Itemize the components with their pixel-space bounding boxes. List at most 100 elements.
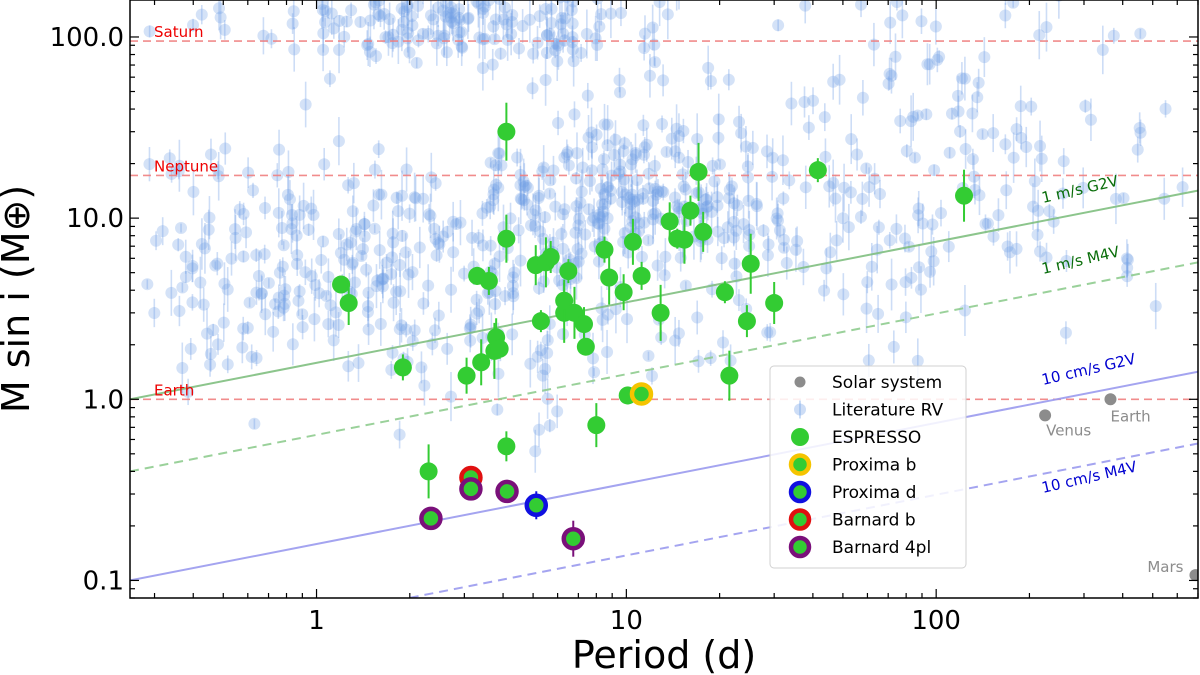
literature-rv-point bbox=[958, 304, 971, 317]
literature-rv-point bbox=[592, 208, 605, 221]
literature-rv-point bbox=[355, 250, 368, 263]
literature-rv-point bbox=[406, 266, 419, 279]
literature-rv-point bbox=[609, 303, 622, 316]
literature-rv-point bbox=[371, 274, 384, 287]
literature-rv-point bbox=[900, 144, 913, 157]
literature-rv-point bbox=[609, 133, 622, 146]
literature-rv-point bbox=[281, 188, 294, 201]
literature-rv-point bbox=[1060, 255, 1073, 268]
literature-rv-point bbox=[557, 208, 570, 221]
literature-rv-point bbox=[487, 183, 500, 196]
literature-rv-point bbox=[395, 23, 408, 36]
literature-rv-point bbox=[262, 277, 275, 290]
literature-rv-point bbox=[771, 207, 784, 220]
literature-rv-point bbox=[596, 163, 609, 176]
literature-rv-point bbox=[700, 201, 713, 214]
literature-rv-point bbox=[217, 316, 230, 329]
literature-rv-point bbox=[818, 111, 831, 124]
literature-rv-point bbox=[861, 276, 874, 289]
literature-rv-point bbox=[229, 223, 242, 236]
literature-rv-point bbox=[504, 212, 517, 225]
literature-rv-point bbox=[1121, 270, 1134, 283]
literature-rv-point bbox=[966, 153, 979, 166]
literature-rv-point bbox=[636, 187, 649, 200]
literature-rv-point bbox=[945, 107, 958, 120]
literature-rv-point bbox=[1120, 252, 1133, 265]
literature-rv-point bbox=[1003, 246, 1016, 259]
literature-rv-point bbox=[179, 270, 192, 283]
literature-rv-point bbox=[585, 126, 598, 139]
literature-rv-point bbox=[458, 267, 471, 280]
literature-rv-point bbox=[999, 138, 1012, 151]
espresso-point bbox=[497, 122, 516, 141]
literature-rv-point bbox=[1133, 121, 1146, 134]
literature-rv-point bbox=[570, 147, 583, 160]
literature-rv-point bbox=[691, 311, 704, 324]
literature-rv-point bbox=[387, 28, 400, 41]
literature-rv-point bbox=[971, 91, 984, 104]
literature-rv-point bbox=[862, 354, 875, 367]
literature-rv-point bbox=[915, 15, 928, 28]
literature-rv-point bbox=[490, 178, 503, 191]
literature-rv-point bbox=[356, 243, 369, 256]
literature-rv-point bbox=[374, 10, 387, 23]
literature-rv-point bbox=[385, 268, 398, 281]
literature-rv-point bbox=[566, 35, 579, 48]
literature-rv-point bbox=[973, 189, 986, 202]
literature-rv-point bbox=[899, 276, 912, 289]
reference-lines bbox=[130, 40, 1198, 598]
literature-rv-point bbox=[500, 18, 513, 31]
literature-rv-point bbox=[833, 73, 846, 86]
literature-rv-point bbox=[1149, 300, 1162, 313]
literature-rv-point bbox=[924, 265, 937, 278]
literature-rv-point bbox=[390, 285, 403, 298]
literature-rv-point bbox=[194, 276, 207, 289]
literature-rv-point bbox=[612, 167, 625, 180]
literature-rv-point bbox=[375, 188, 388, 201]
literature-rv-point bbox=[488, 33, 501, 46]
literature-rv-point bbox=[844, 186, 857, 199]
legend-marker-literature-rv bbox=[794, 403, 806, 416]
literature-rv-point bbox=[1096, 43, 1109, 56]
literature-rv-point bbox=[472, 0, 485, 10]
literature-rv-point bbox=[514, 179, 527, 192]
literature-rv-point bbox=[532, 192, 545, 205]
literature-rv-point bbox=[390, 191, 403, 204]
literature-rv-point bbox=[739, 140, 752, 153]
literature-rv-point bbox=[373, 244, 386, 257]
literature-rv-point bbox=[464, 321, 477, 334]
literature-rv-point bbox=[1057, 155, 1070, 168]
literature-rv-point bbox=[269, 298, 282, 311]
legend-marker-espresso bbox=[791, 428, 809, 446]
literature-rv-point bbox=[911, 354, 924, 367]
literature-rv-point bbox=[236, 341, 249, 354]
literature-rv-point bbox=[347, 177, 360, 190]
literature-rv-point bbox=[386, 346, 399, 359]
literature-rv-point bbox=[531, 350, 544, 363]
literature-rv-point bbox=[408, 324, 421, 337]
literature-rv-point bbox=[613, 158, 626, 171]
literature-rv-point bbox=[711, 191, 724, 204]
y-tick-label: 0.1 bbox=[83, 566, 124, 596]
literature-rv-point bbox=[447, 215, 460, 228]
literature-rv-point bbox=[643, 69, 656, 82]
literature-rv-point bbox=[712, 131, 725, 144]
literature-rv-point bbox=[361, 306, 374, 319]
literature-rv-point bbox=[233, 203, 246, 216]
literature-rv-point bbox=[777, 233, 790, 246]
literature-rv-point bbox=[992, 209, 1005, 222]
literature-rv-point bbox=[798, 95, 811, 108]
literature-rv-point bbox=[255, 287, 268, 300]
literature-rv-point bbox=[791, 235, 804, 248]
literature-rv-point bbox=[476, 33, 489, 46]
literature-rv-point bbox=[830, 234, 843, 247]
literature-rv-point bbox=[302, 223, 315, 236]
literature-rv-point bbox=[293, 285, 306, 298]
legend-label: Proxima b bbox=[832, 456, 916, 476]
literature-rv-point bbox=[501, 33, 514, 46]
literature-rv-point bbox=[926, 218, 939, 231]
literature-rv-point bbox=[912, 202, 925, 215]
literature-rv-point bbox=[692, 355, 705, 368]
literature-rv-point bbox=[898, 232, 911, 245]
literature-rv-point bbox=[531, 36, 544, 49]
